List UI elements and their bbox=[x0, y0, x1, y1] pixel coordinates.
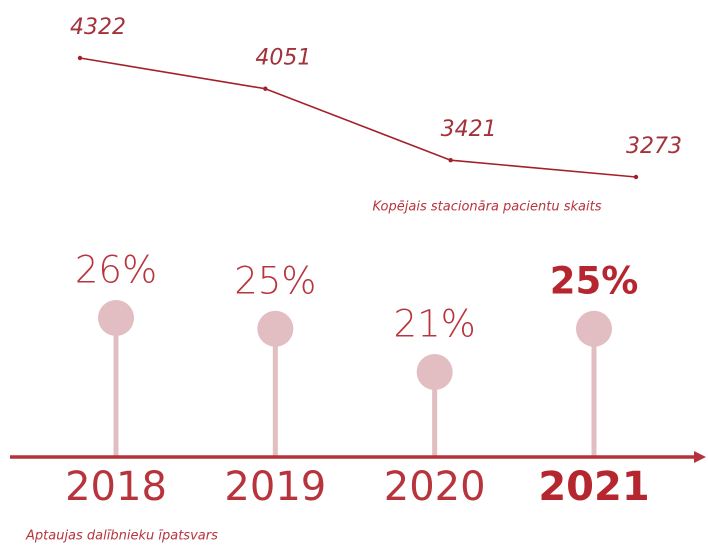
value-label: 4051 bbox=[255, 46, 311, 71]
point bbox=[263, 86, 268, 91]
head bbox=[257, 310, 294, 347]
value-label: 3273 bbox=[626, 134, 682, 159]
axis-arrow bbox=[694, 451, 706, 463]
year-label: 2019 bbox=[224, 464, 326, 510]
lollipop-caption: Aptaujas dalībnieku īpatsvars bbox=[25, 529, 218, 544]
value-label: 26% bbox=[75, 249, 157, 292]
year-label: 2018 bbox=[65, 464, 167, 510]
value-label: 4322 bbox=[70, 15, 126, 40]
point bbox=[633, 174, 639, 180]
value-label: 25% bbox=[550, 259, 639, 302]
point bbox=[77, 55, 83, 61]
value-label: 25% bbox=[234, 259, 316, 302]
point bbox=[448, 158, 453, 163]
head bbox=[416, 354, 453, 390]
year-label: 2021 bbox=[538, 464, 649, 510]
line-caption: Kopējais stacionāra pacientu skaits bbox=[373, 200, 602, 215]
year-label: 2020 bbox=[384, 464, 486, 510]
head bbox=[98, 300, 134, 336]
value-label: 21% bbox=[394, 303, 476, 346]
value-label: 3421 bbox=[441, 117, 497, 142]
head bbox=[576, 310, 612, 347]
trend-line bbox=[79, 57, 637, 178]
